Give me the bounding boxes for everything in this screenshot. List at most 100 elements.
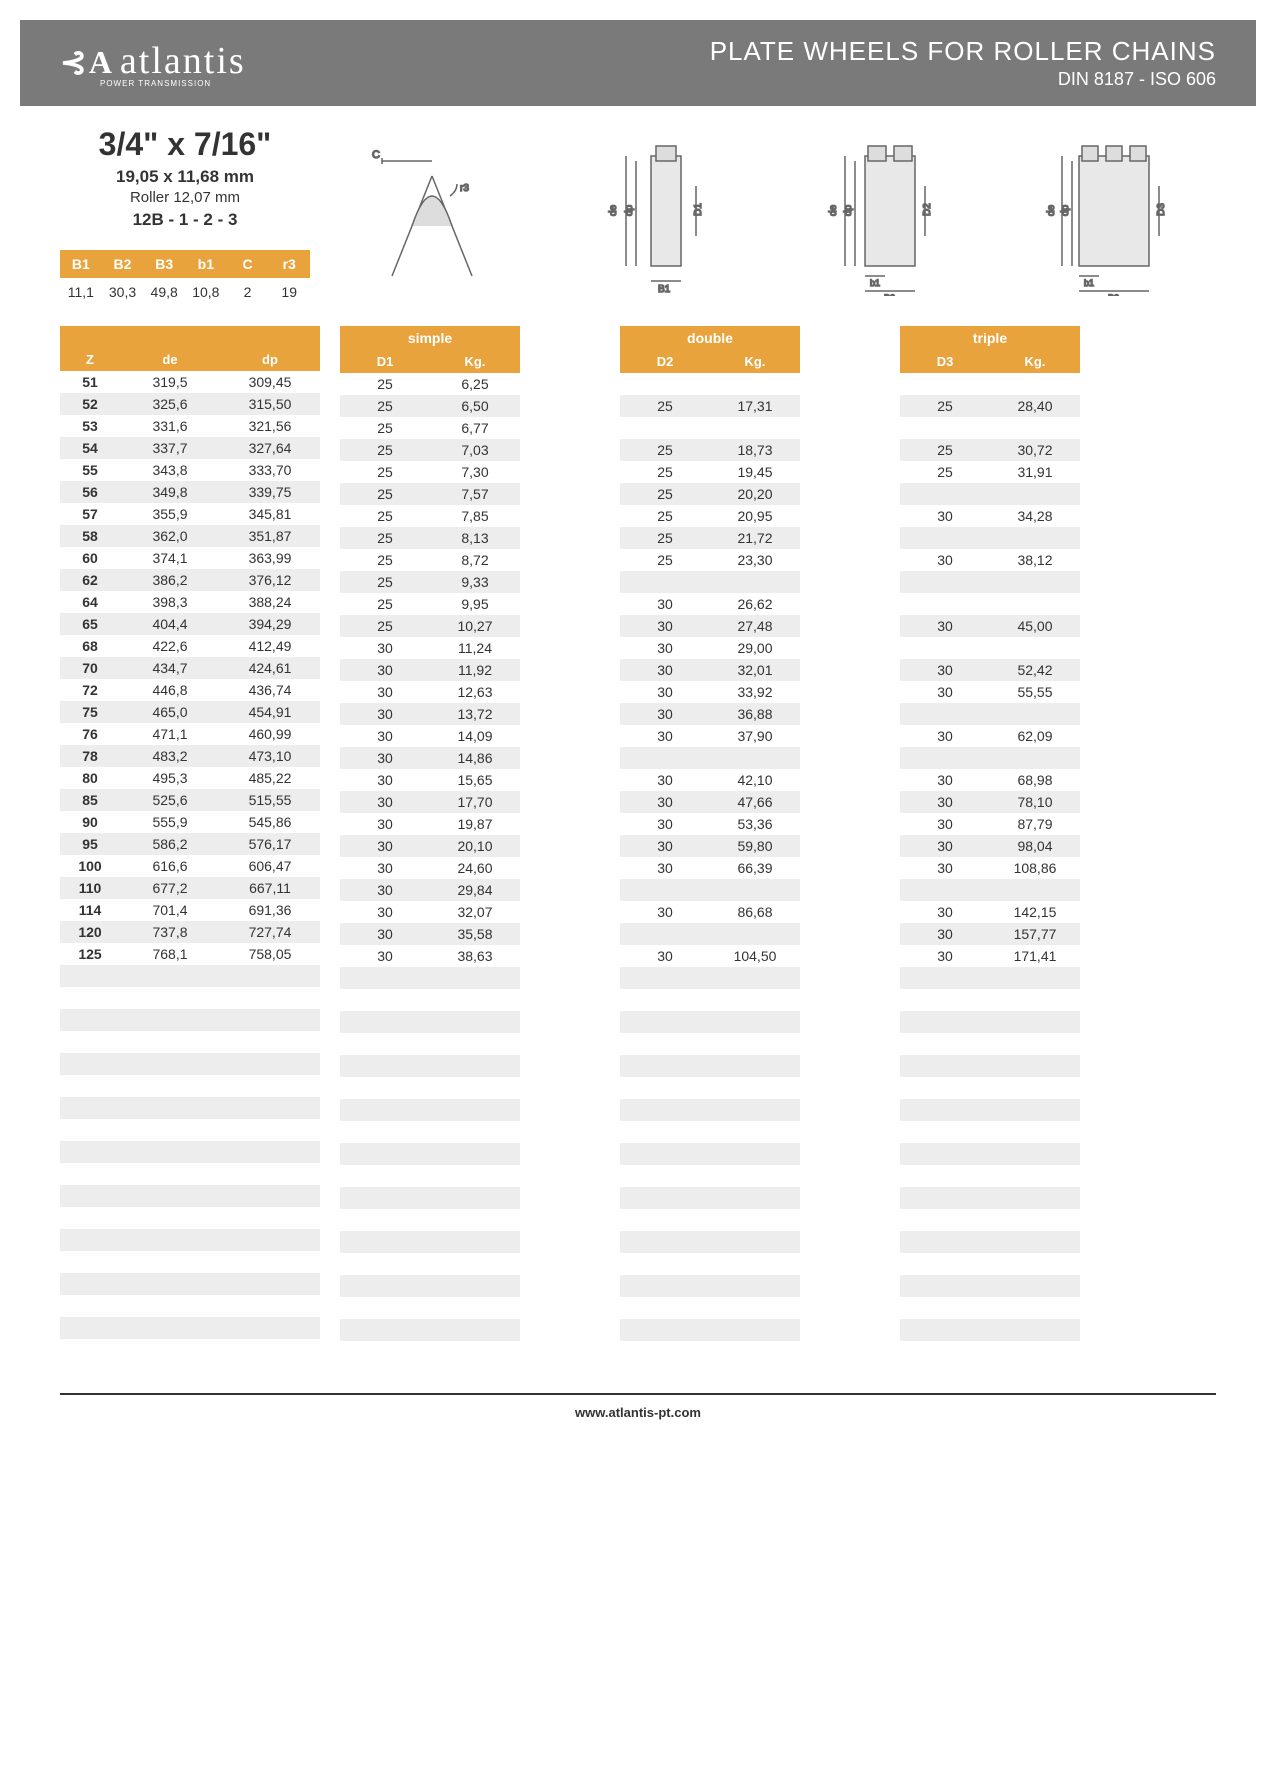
table-row [900,1033,1080,1055]
table-row [620,989,800,1011]
header-titles: PLATE WHEELS FOR ROLLER CHAINS DIN 8187 … [710,36,1216,90]
table-row: 2520,95 [620,505,800,527]
table-row [60,1097,320,1119]
simple-label: simple [340,326,520,350]
table-row: 3034,28 [900,505,1080,527]
svg-text:r3: r3 [460,183,469,194]
dimensions-table: B1B2B3b1Cr3 11,130,349,810,8219 [60,250,310,306]
table-row [60,1141,320,1163]
table-row: 2517,31 [620,395,800,417]
col-dp: dp [220,348,320,371]
small-td: 30,3 [102,278,144,306]
table-row: 257,30 [340,461,520,483]
table-row [900,1121,1080,1143]
table-row [60,1317,320,1339]
table-row: 64398,3388,24 [60,591,320,613]
table-row: 3036,88 [620,703,800,725]
table-row [620,1165,800,1187]
svg-text:C: C [372,149,380,161]
small-td: 19 [268,278,310,306]
table-row: 3015,65 [340,769,520,791]
table-row [60,1163,320,1185]
logo: ⊰Aatlantis POWER TRANSMISSION [60,39,246,88]
table-row: 54337,7327,64 [60,437,320,459]
table-row [900,637,1080,659]
table-row: 256,77 [340,417,520,439]
table-row: 3042,10 [620,769,800,791]
table-row: 75465,0454,91 [60,701,320,723]
table-row [60,1119,320,1141]
table-row: 2519,45 [620,461,800,483]
main-data-table: Z de dp 51319,5309,4552325,6315,5053331,… [60,326,1216,1363]
page-title: PLATE WHEELS FOR ROLLER CHAINS [710,36,1216,67]
table-row [340,1319,520,1341]
table-row: 3045,00 [900,615,1080,637]
table-row [620,1033,800,1055]
table-row [900,1231,1080,1253]
triple-label: triple [900,326,1080,350]
svg-text:de: de [1046,204,1057,216]
table-row [340,1165,520,1187]
base-columns: Z de dp 51319,5309,4552325,6315,5053331,… [60,326,320,1363]
table-row: 257,03 [340,439,520,461]
table-row: 3033,92 [620,681,800,703]
small-th: C [227,250,269,278]
table-row: 2520,20 [620,483,800,505]
technical-diagrams: C r3 de dp D1 B1 [340,126,1216,296]
table-row: 52325,6315,50 [60,393,320,415]
small-td: 10,8 [185,278,227,306]
small-th: r3 [268,250,310,278]
svg-text:b1: b1 [1084,278,1094,288]
table-row: 258,13 [340,527,520,549]
table-row: 3026,62 [620,593,800,615]
table-row: 2518,73 [620,439,800,461]
table-row: 3086,68 [620,901,800,923]
table-row [900,1341,1080,1363]
table-row: 3013,72 [340,703,520,725]
table-row: 30157,77 [900,923,1080,945]
svg-text:D1: D1 [693,203,704,216]
table-row: 3068,98 [900,769,1080,791]
table-row: 56349,8339,75 [60,481,320,503]
table-row: 95586,2576,17 [60,833,320,855]
col-d2: D2 [620,350,710,373]
table-row [60,1229,320,1251]
table-row: 2510,27 [340,615,520,637]
table-row [60,1053,320,1075]
table-row: 125768,1758,05 [60,943,320,965]
table-row: 30171,41 [900,945,1080,967]
page-header: ⊰Aatlantis POWER TRANSMISSION PLATE WHEE… [20,20,1256,106]
table-row [60,1185,320,1207]
table-row [620,417,800,439]
small-th: B3 [143,250,185,278]
small-td: 11,1 [60,278,102,306]
spec-size: 3/4" x 7/16" [60,126,310,163]
table-row: 3047,66 [620,791,800,813]
table-row [900,483,1080,505]
svg-text:dp: dp [624,204,635,216]
table-row: 3017,70 [340,791,520,813]
col-d3: D3 [900,350,990,373]
table-row [340,1209,520,1231]
table-row [340,1231,520,1253]
table-row: 3066,39 [620,857,800,879]
table-row: 3059,80 [620,835,800,857]
table-row [60,1075,320,1097]
col-kg-t: Kg. [990,350,1080,373]
table-row [900,1187,1080,1209]
table-row: 85525,6515,55 [60,789,320,811]
table-row [900,1077,1080,1099]
table-row [620,1209,800,1231]
table-row [620,879,800,901]
table-row [900,1253,1080,1275]
table-row [900,1275,1080,1297]
table-row: 2528,40 [900,395,1080,417]
table-row: 3011,24 [340,637,520,659]
table-row [900,703,1080,725]
table-row [900,989,1080,1011]
table-row: 3032,07 [340,901,520,923]
table-row: 62386,2376,12 [60,569,320,591]
table-row [620,373,800,395]
svg-text:D2: D2 [922,203,933,216]
single-sprocket-diagram: de dp D1 B1 [586,136,746,296]
